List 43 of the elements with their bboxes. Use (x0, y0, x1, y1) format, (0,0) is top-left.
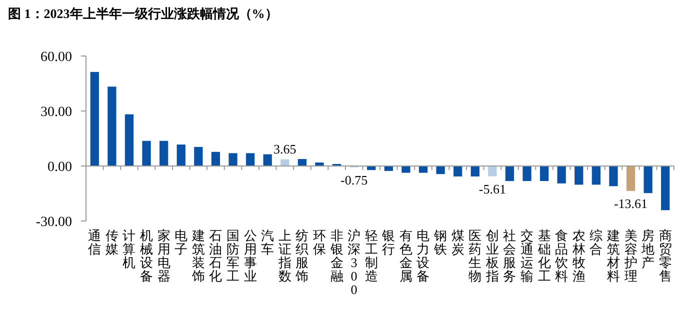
x-tick-label: 公用事业 (244, 228, 257, 284)
x-tick-label: 计算机 (122, 228, 136, 270)
x-tick-label: 国防军工 (226, 228, 240, 284)
x-tick-label: 创业板指 (486, 228, 499, 284)
x-tick-label: 轻工制造 (364, 228, 378, 284)
x-tick-label: 食品饮料 (555, 228, 568, 284)
x-tick-label: 非银金融 (330, 228, 344, 284)
y-tick-label: 60.00 (40, 50, 72, 65)
x-tick-label: 石油石化 (209, 228, 222, 284)
chart-title: 图 1：2023年上半年一级行业涨跌幅情况（%） (8, 6, 278, 21)
x-tick-label: 房地产 (642, 228, 655, 270)
x-tick-label: 上证指数 (278, 228, 292, 284)
x-tick-label: 传媒 (105, 228, 118, 256)
y-tick-label: 0.00 (48, 160, 72, 175)
x-tick-label: 家用电器 (157, 228, 170, 284)
x-tick-label: 美容护理 (624, 228, 638, 284)
x-tick-label: 建筑装饰 (192, 228, 205, 284)
data-label: 3.65 (274, 141, 296, 156)
x-tick-label: 商贸零售 (658, 228, 672, 284)
data-label: -5.61 (478, 181, 506, 196)
x-tick-label: 汽车 (261, 228, 274, 256)
x-tick-label: 建筑材料 (606, 228, 620, 284)
x-tick-label: 通信 (88, 228, 102, 256)
x-tick-label: 环保 (312, 228, 326, 256)
y-tick-label: 30.00 (40, 105, 72, 120)
x-tick-label: 纺织服饰 (296, 228, 309, 284)
x-tick-label: 基础化工 (538, 228, 551, 284)
data-label: -0.75 (340, 172, 368, 188)
y-tick-label: -30.00 (36, 215, 72, 230)
x-tick-label: 煤炭 (451, 228, 464, 256)
x-tick-label: 社会服务 (503, 228, 516, 284)
x-tick-label: 医药生物 (468, 228, 482, 284)
data-label: -13.61 (614, 196, 648, 211)
x-tick-label: 综合 (590, 228, 603, 256)
x-tick-label: 钢铁 (434, 228, 448, 256)
x-tick-label: 农林牧渔 (572, 228, 586, 284)
x-tick-label: 有色金属 (399, 228, 412, 284)
x-tick-label: 机械设备 (140, 228, 154, 284)
x-tick-label: 电子 (174, 228, 188, 256)
x-tick-label: 银行 (382, 228, 396, 256)
x-tick-label: 电力设备 (416, 228, 430, 284)
x-tick-label: 沪深300 (348, 228, 361, 297)
x-tick-label: 交通运输 (520, 228, 534, 284)
